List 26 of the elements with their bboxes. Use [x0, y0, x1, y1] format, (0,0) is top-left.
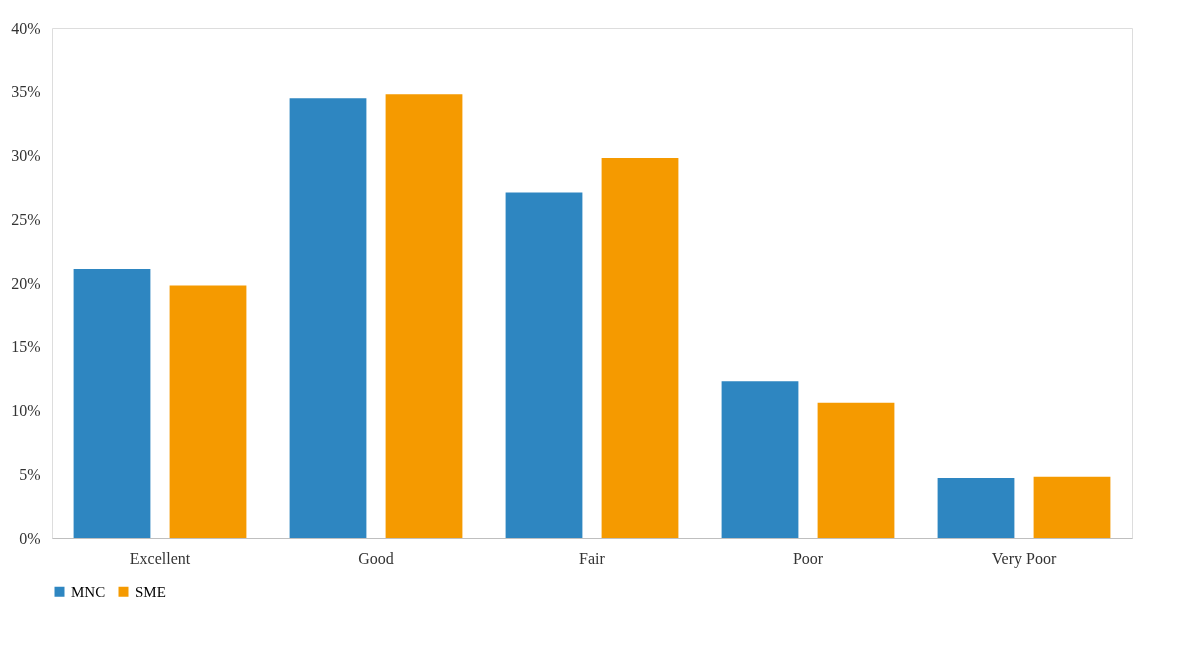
- bar: [817, 402, 895, 538]
- x-tick-label: Very Poor: [991, 549, 1057, 568]
- y-tick-label: 40%: [11, 19, 41, 37]
- x-tick-label: Poor: [792, 549, 824, 567]
- bar: [505, 192, 583, 538]
- y-tick-label: 0%: [19, 529, 41, 547]
- bar: [601, 158, 679, 538]
- bar: [1033, 476, 1111, 538]
- y-tick-label: 10%: [11, 402, 41, 419]
- y-tick-label: 20%: [11, 274, 41, 292]
- bar: [385, 94, 463, 538]
- bar: [721, 381, 799, 538]
- x-tick-label: Fair: [579, 549, 606, 567]
- y-tick-label: 25%: [11, 210, 41, 228]
- y-tick-label: 15%: [11, 338, 41, 356]
- bar: [169, 285, 247, 538]
- bar: [73, 268, 151, 538]
- x-tick-label: Excellent: [129, 549, 191, 567]
- bar: [289, 98, 367, 538]
- y-tick-label: 30%: [11, 147, 41, 164]
- legend-label: SME: [135, 583, 166, 600]
- bar: [937, 478, 1015, 538]
- legend-label: MNC: [71, 583, 106, 600]
- y-tick-label: 35%: [11, 83, 41, 101]
- y-tick-label: 5%: [19, 465, 41, 483]
- x-tick-label: Good: [358, 549, 394, 567]
